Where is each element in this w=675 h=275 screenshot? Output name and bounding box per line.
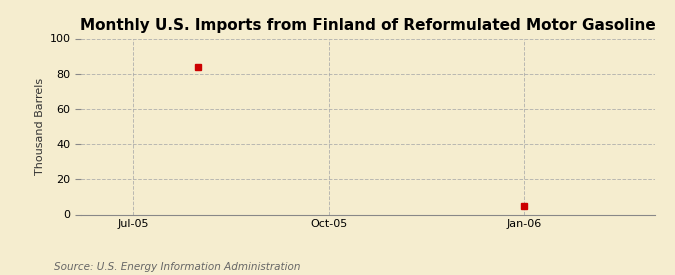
Y-axis label: Thousand Barrels: Thousand Barrels [35,78,45,175]
Title: Monthly U.S. Imports from Finland of Reformulated Motor Gasoline: Monthly U.S. Imports from Finland of Ref… [80,18,655,33]
Text: Source: U.S. Energy Information Administration: Source: U.S. Energy Information Administ… [54,262,300,272]
